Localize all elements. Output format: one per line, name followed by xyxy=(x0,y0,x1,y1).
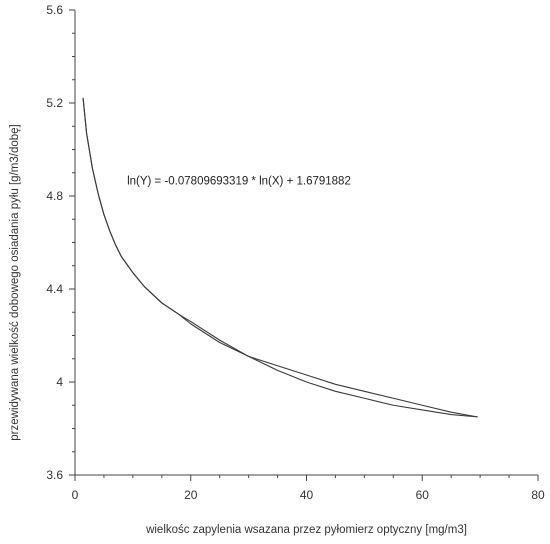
x-tick-label: 0 xyxy=(72,488,79,502)
x-tick-label: 20 xyxy=(184,488,198,502)
axes-layer: 3.6 4 4.4 4.8 5.2 5.6 0 20 40 60 80 xyxy=(46,3,545,502)
y-tick-label: 4 xyxy=(56,375,63,389)
x-tick-label: 40 xyxy=(300,488,314,502)
x-tick-label: 80 xyxy=(531,488,545,502)
y-tick-label: 3.6 xyxy=(46,468,63,482)
y-tick-label: 4.8 xyxy=(46,189,63,203)
y-axis-title: przewidywana wielkość dobowego osiadania… xyxy=(9,124,21,440)
regression-equation-annotation: ln(Y) = -0.07809693319 * ln(X) + 1.67918… xyxy=(127,175,351,187)
x-axis-title: wielkośc zapylenia wsazana przez pyłomie… xyxy=(145,524,467,536)
y-tick-label: 4.4 xyxy=(46,282,63,296)
x-tick-label: 60 xyxy=(416,488,430,502)
series-line-2 xyxy=(82,97,478,418)
series-layer xyxy=(82,97,478,418)
y-tick-label: 5.6 xyxy=(46,3,63,17)
y-tick-label: 5.2 xyxy=(46,96,63,110)
